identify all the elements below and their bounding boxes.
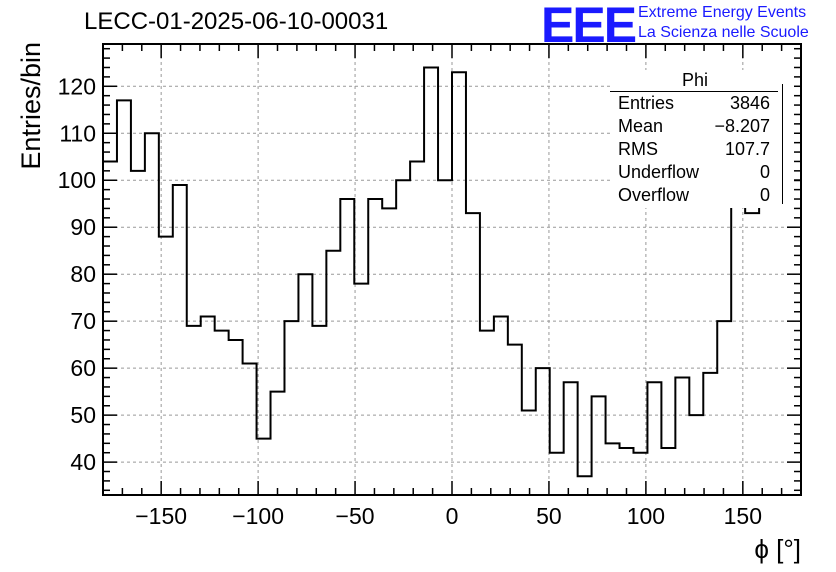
axis-ticks [103,44,801,495]
logo-line-1: Extreme Energy Events [638,4,807,21]
x-axis-label: ϕ [°] [754,534,801,564]
histogram-series [103,66,801,478]
stats-label: Mean [618,116,664,136]
stats-divider [610,91,778,92]
y-tick-label: 110 [59,120,96,146]
x-tick-label: −100 [232,503,284,529]
stats-row-overflow: Overflow 0 [618,185,770,207]
x-tick-label: 0 [446,503,459,529]
y-tick-label: 120 [58,73,96,99]
y-tick-labels: 40 50 60 70 80 90 100 110 120 [58,73,96,475]
y-tick-label: 90 [70,214,96,240]
x-tick-label: 150 [724,503,762,529]
x-tick-labels: −150 −100 −50 0 50 100 150 [135,503,762,529]
stats-label: Overflow [618,185,690,205]
y-tick-label: 80 [70,261,96,287]
x-tick-label: −50 [336,503,375,529]
stats-value: 0 [759,162,770,182]
stats-title: Phi [681,70,708,90]
stats-label: RMS [618,139,658,159]
stats-value: 0 [759,185,770,205]
y-tick-label: 60 [70,355,96,381]
logo-line-2: La Scienza nelle Scuole [638,24,809,41]
run-title: LECC-01-2025-06-10-00031 [84,8,389,35]
y-tick-label: 50 [70,402,96,428]
stats-label: Entries [618,93,675,113]
stats-box: Phi Entries 3846 Mean −8.207 RMS 107.7 U… [610,70,794,208]
stats-row-rms: RMS 107.7 [618,139,770,161]
y-axis-label: Entries/bin [16,42,46,170]
eee-logo: EEE [541,0,637,53]
x-tick-label: 50 [536,503,562,529]
stats-row-entries: Entries 3846 [618,93,770,115]
x-tick-label: 100 [627,503,665,529]
stats-value: −8.207 [714,116,770,136]
stats-value: 107.7 [724,139,770,159]
y-tick-label: 100 [58,167,96,193]
stats-right-border [782,84,783,204]
y-tick-label: 70 [70,308,96,334]
stats-row-mean: Mean −8.207 [618,116,770,138]
stats-row-underflow: Underflow 0 [618,162,770,184]
y-tick-label: 40 [70,449,96,475]
stats-label: Underflow [618,162,700,182]
x-tick-label: −150 [135,503,187,529]
stats-value: 3846 [729,93,770,113]
